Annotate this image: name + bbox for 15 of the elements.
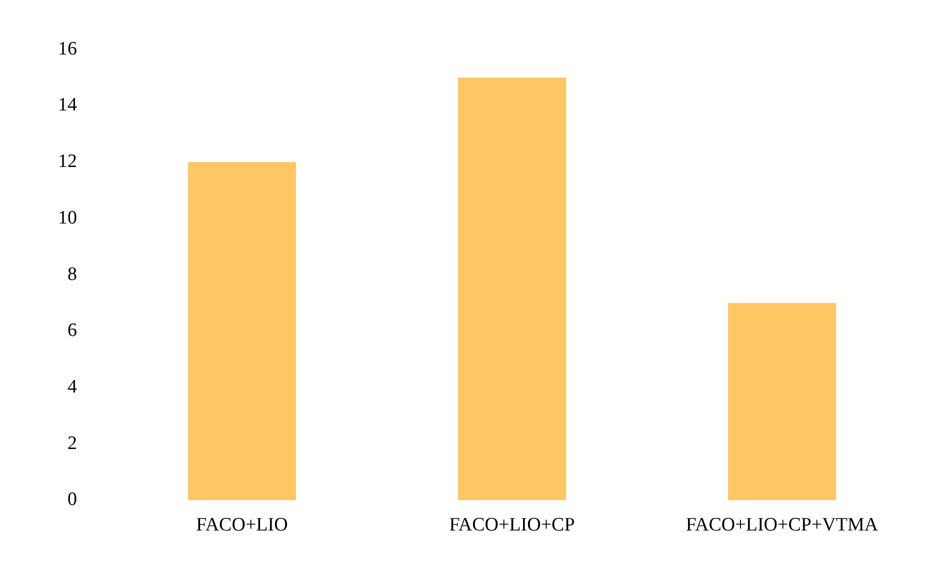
y-tick-label: 16	[58, 38, 77, 60]
y-tick-label: 4	[68, 376, 78, 398]
y-tick-label: 14	[58, 94, 78, 116]
x-tick-label: FACO+LIO+CP+VTMA	[686, 514, 878, 536]
y-tick-label: 0	[68, 489, 77, 510]
bar	[458, 78, 566, 500]
bar	[728, 302, 836, 500]
y-tick-label: 8	[68, 264, 77, 285]
y-tick-label: 2	[68, 432, 77, 454]
x-tick-label: FACO+LIO	[196, 514, 288, 536]
y-tick-label: 12	[58, 151, 77, 172]
y-tick-label: 10	[58, 207, 77, 228]
bar	[188, 162, 296, 500]
y-tick-label: 6	[68, 320, 77, 342]
x-tick-label: FACO+LIO+CP	[449, 514, 575, 536]
